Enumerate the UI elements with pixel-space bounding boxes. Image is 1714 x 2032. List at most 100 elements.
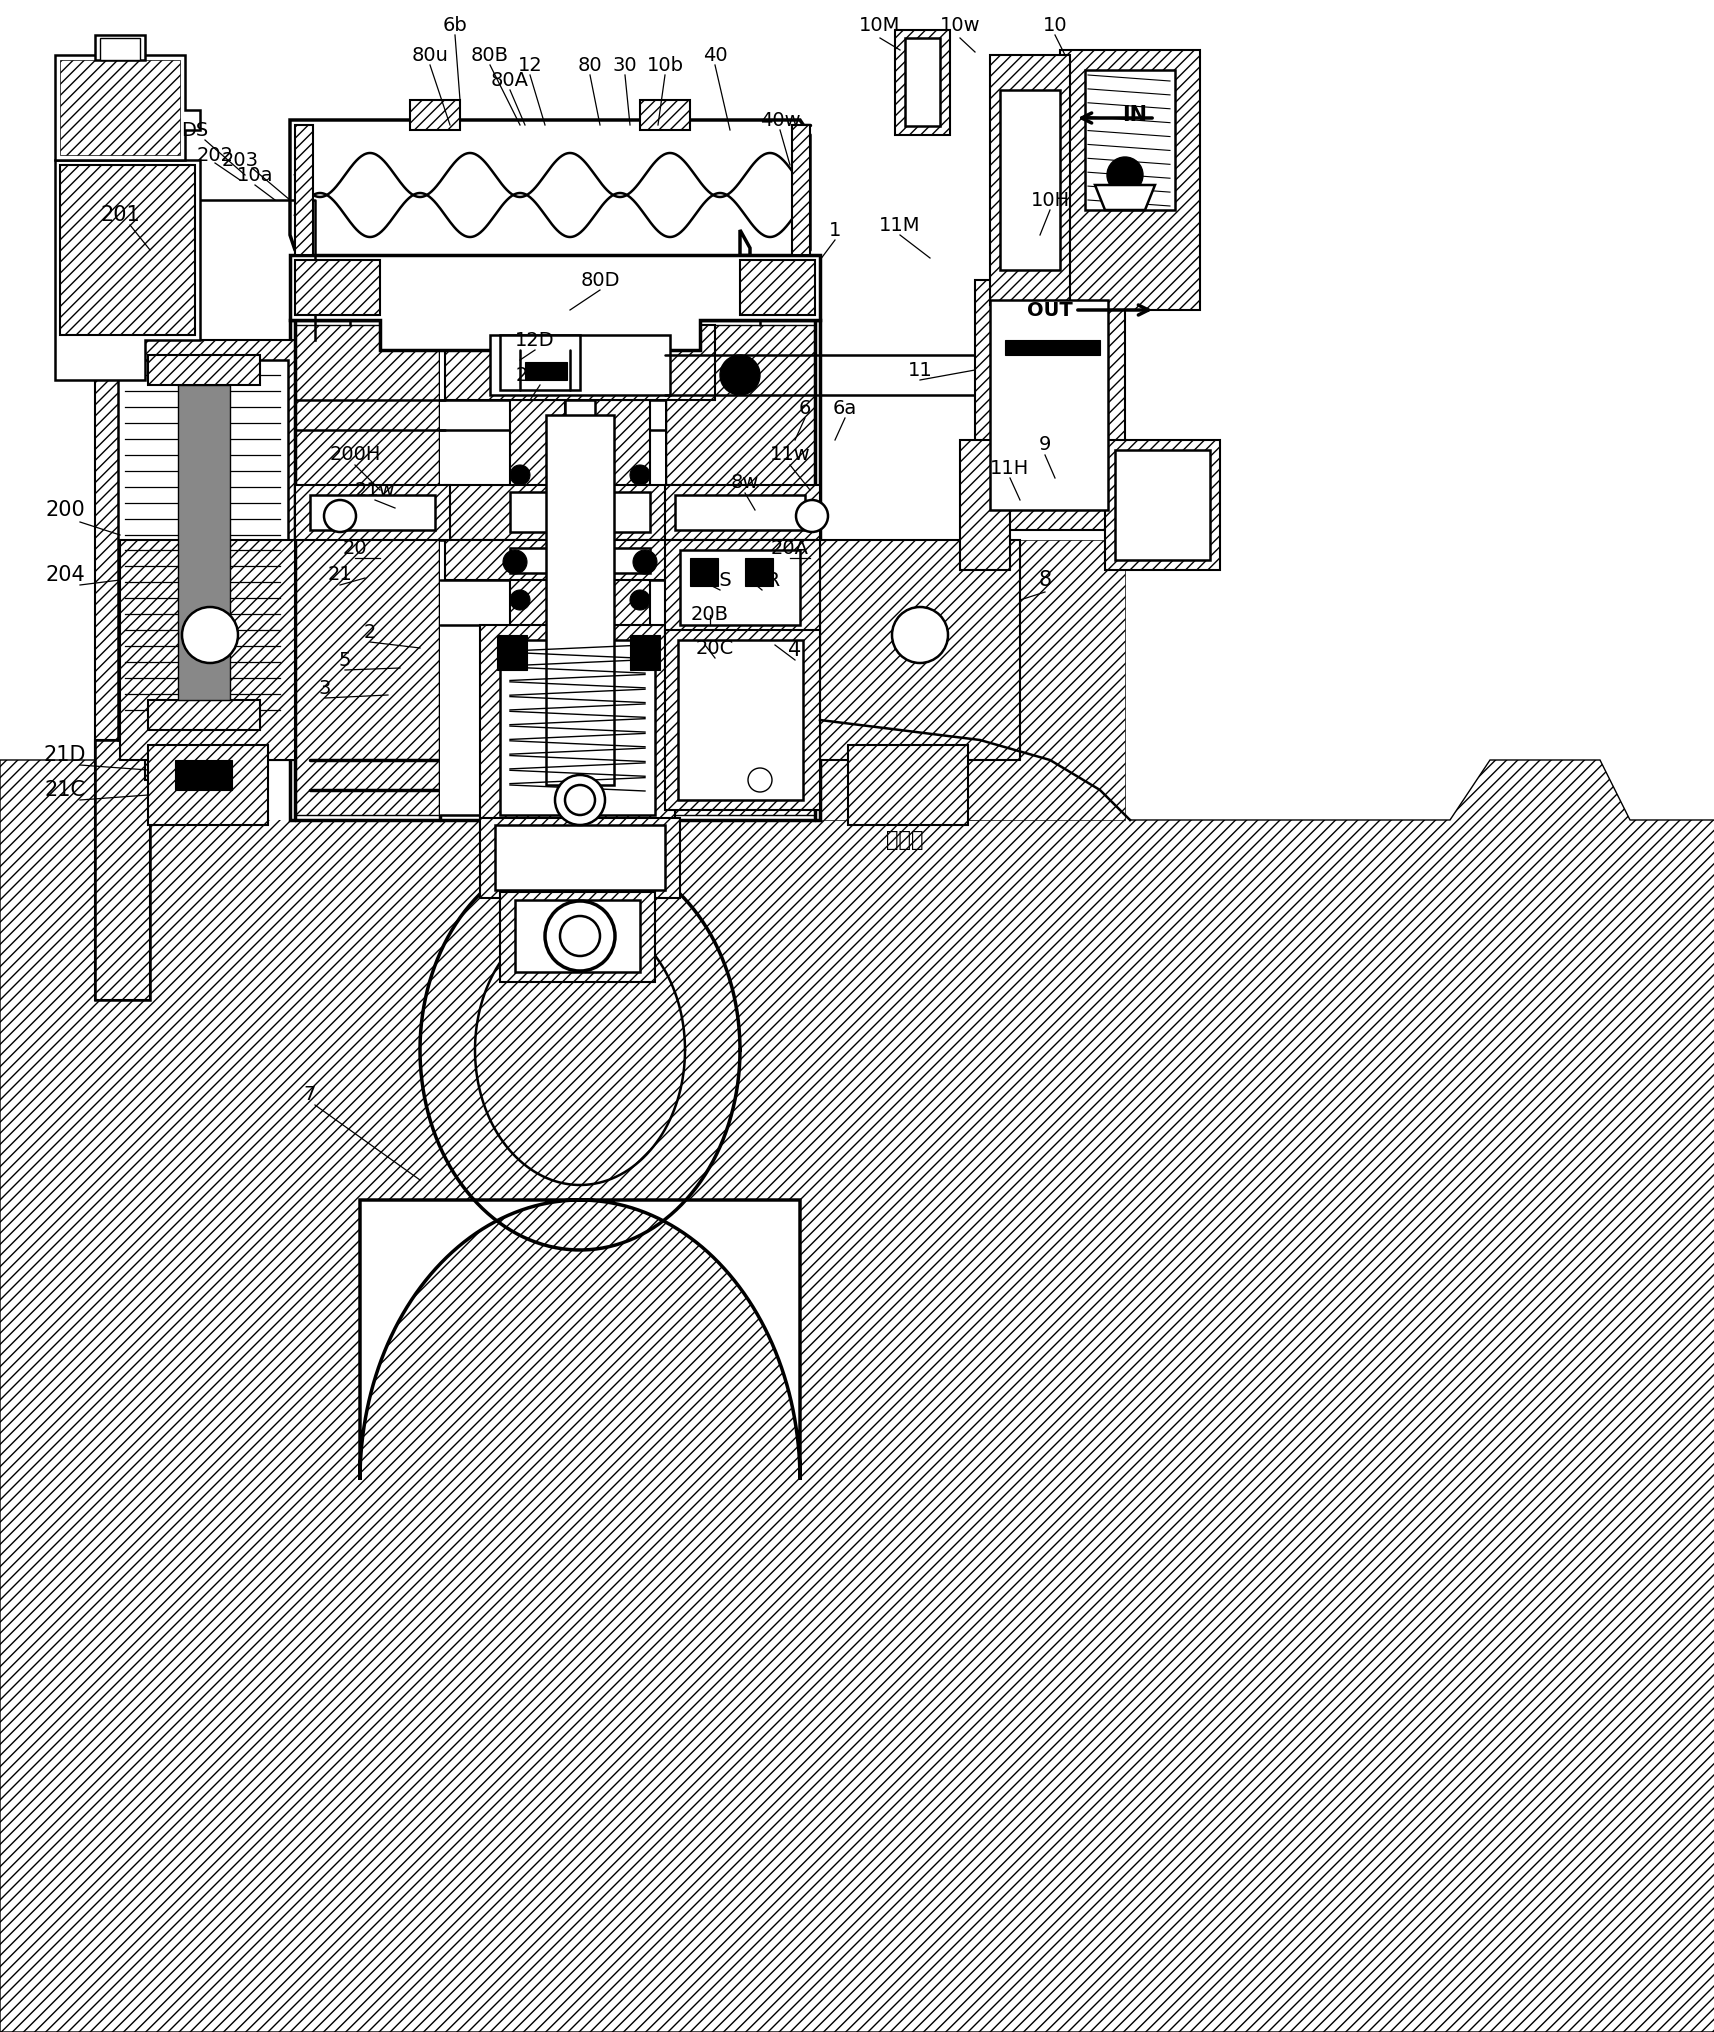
Text: 200H: 200H bbox=[329, 445, 381, 465]
Text: 发动机: 发动机 bbox=[886, 829, 924, 849]
Text: OUT: OUT bbox=[1027, 301, 1073, 319]
Polygon shape bbox=[60, 165, 195, 335]
Text: 201: 201 bbox=[99, 205, 141, 226]
Text: 11H: 11H bbox=[989, 459, 1028, 478]
Polygon shape bbox=[147, 746, 267, 825]
Text: 10b: 10b bbox=[646, 55, 684, 75]
Polygon shape bbox=[847, 746, 967, 825]
Text: 6a: 6a bbox=[833, 398, 857, 417]
Polygon shape bbox=[175, 760, 231, 790]
Text: 21: 21 bbox=[327, 565, 351, 585]
Text: 6b: 6b bbox=[442, 16, 468, 35]
Circle shape bbox=[509, 465, 530, 486]
Polygon shape bbox=[545, 415, 614, 784]
Text: 8: 8 bbox=[1039, 571, 1051, 589]
Text: 5: 5 bbox=[339, 650, 351, 669]
Polygon shape bbox=[629, 634, 660, 671]
Polygon shape bbox=[739, 260, 814, 315]
Circle shape bbox=[720, 356, 759, 394]
Polygon shape bbox=[94, 339, 310, 760]
Circle shape bbox=[747, 768, 771, 792]
Circle shape bbox=[632, 551, 656, 573]
Text: 10H: 10H bbox=[1030, 191, 1070, 209]
Text: 21C: 21C bbox=[45, 780, 86, 801]
Polygon shape bbox=[509, 549, 650, 573]
Polygon shape bbox=[410, 100, 459, 130]
Polygon shape bbox=[665, 486, 819, 541]
Text: 10M: 10M bbox=[859, 16, 900, 35]
Polygon shape bbox=[0, 760, 1714, 2032]
Text: 20: 20 bbox=[343, 538, 367, 557]
Text: 1SR: 1SR bbox=[742, 571, 780, 589]
Polygon shape bbox=[147, 699, 261, 729]
Circle shape bbox=[324, 500, 357, 532]
Polygon shape bbox=[290, 120, 809, 280]
Polygon shape bbox=[1114, 449, 1210, 561]
Polygon shape bbox=[295, 325, 440, 815]
Polygon shape bbox=[819, 541, 1020, 760]
Text: 40w: 40w bbox=[759, 110, 800, 130]
Text: 7: 7 bbox=[303, 1085, 315, 1105]
Text: 10: 10 bbox=[1042, 16, 1066, 35]
Polygon shape bbox=[444, 541, 715, 579]
Circle shape bbox=[560, 916, 600, 955]
Polygon shape bbox=[178, 384, 230, 699]
Polygon shape bbox=[55, 161, 201, 380]
Text: 6: 6 bbox=[799, 398, 811, 417]
Polygon shape bbox=[564, 400, 595, 801]
Polygon shape bbox=[94, 35, 146, 61]
Polygon shape bbox=[514, 900, 639, 971]
Polygon shape bbox=[500, 892, 655, 981]
Polygon shape bbox=[500, 335, 579, 390]
Text: DS: DS bbox=[182, 120, 209, 140]
Text: 2: 2 bbox=[363, 622, 375, 642]
Circle shape bbox=[564, 784, 595, 815]
Text: 21D: 21D bbox=[45, 746, 86, 764]
Polygon shape bbox=[440, 325, 665, 815]
Polygon shape bbox=[639, 100, 689, 130]
Text: 8w: 8w bbox=[730, 473, 759, 492]
Polygon shape bbox=[975, 280, 1124, 530]
Polygon shape bbox=[1094, 185, 1154, 209]
Circle shape bbox=[629, 589, 650, 610]
Polygon shape bbox=[295, 126, 314, 254]
Polygon shape bbox=[677, 640, 802, 801]
Text: 12D: 12D bbox=[514, 331, 555, 350]
Polygon shape bbox=[55, 55, 201, 161]
Text: 12: 12 bbox=[518, 55, 542, 75]
Circle shape bbox=[795, 500, 828, 532]
Circle shape bbox=[891, 608, 948, 662]
Polygon shape bbox=[310, 496, 435, 530]
Polygon shape bbox=[290, 319, 819, 821]
Text: 80A: 80A bbox=[490, 71, 528, 89]
Text: 20C: 20C bbox=[696, 638, 734, 658]
Polygon shape bbox=[1104, 441, 1219, 571]
Polygon shape bbox=[118, 360, 288, 740]
Text: 203: 203 bbox=[221, 150, 259, 169]
Polygon shape bbox=[819, 541, 1124, 821]
Polygon shape bbox=[595, 400, 650, 801]
Polygon shape bbox=[509, 400, 564, 801]
Circle shape bbox=[182, 608, 238, 662]
Circle shape bbox=[1106, 156, 1142, 193]
Polygon shape bbox=[444, 486, 715, 541]
Text: 10w: 10w bbox=[939, 16, 980, 35]
Polygon shape bbox=[497, 634, 526, 671]
Polygon shape bbox=[480, 626, 675, 825]
Polygon shape bbox=[94, 740, 149, 1000]
Polygon shape bbox=[689, 559, 718, 585]
Text: IN: IN bbox=[1123, 106, 1147, 126]
Polygon shape bbox=[120, 541, 295, 760]
Text: 80D: 80D bbox=[579, 270, 619, 289]
Text: 202: 202 bbox=[197, 146, 233, 165]
Text: 80: 80 bbox=[578, 55, 602, 75]
Polygon shape bbox=[99, 39, 141, 61]
Text: 200: 200 bbox=[45, 500, 84, 520]
Polygon shape bbox=[1085, 69, 1174, 209]
Polygon shape bbox=[480, 819, 680, 898]
Text: 80B: 80B bbox=[471, 45, 509, 65]
Polygon shape bbox=[295, 486, 449, 541]
Circle shape bbox=[629, 465, 650, 486]
Polygon shape bbox=[147, 356, 261, 384]
Text: 4: 4 bbox=[788, 640, 800, 660]
